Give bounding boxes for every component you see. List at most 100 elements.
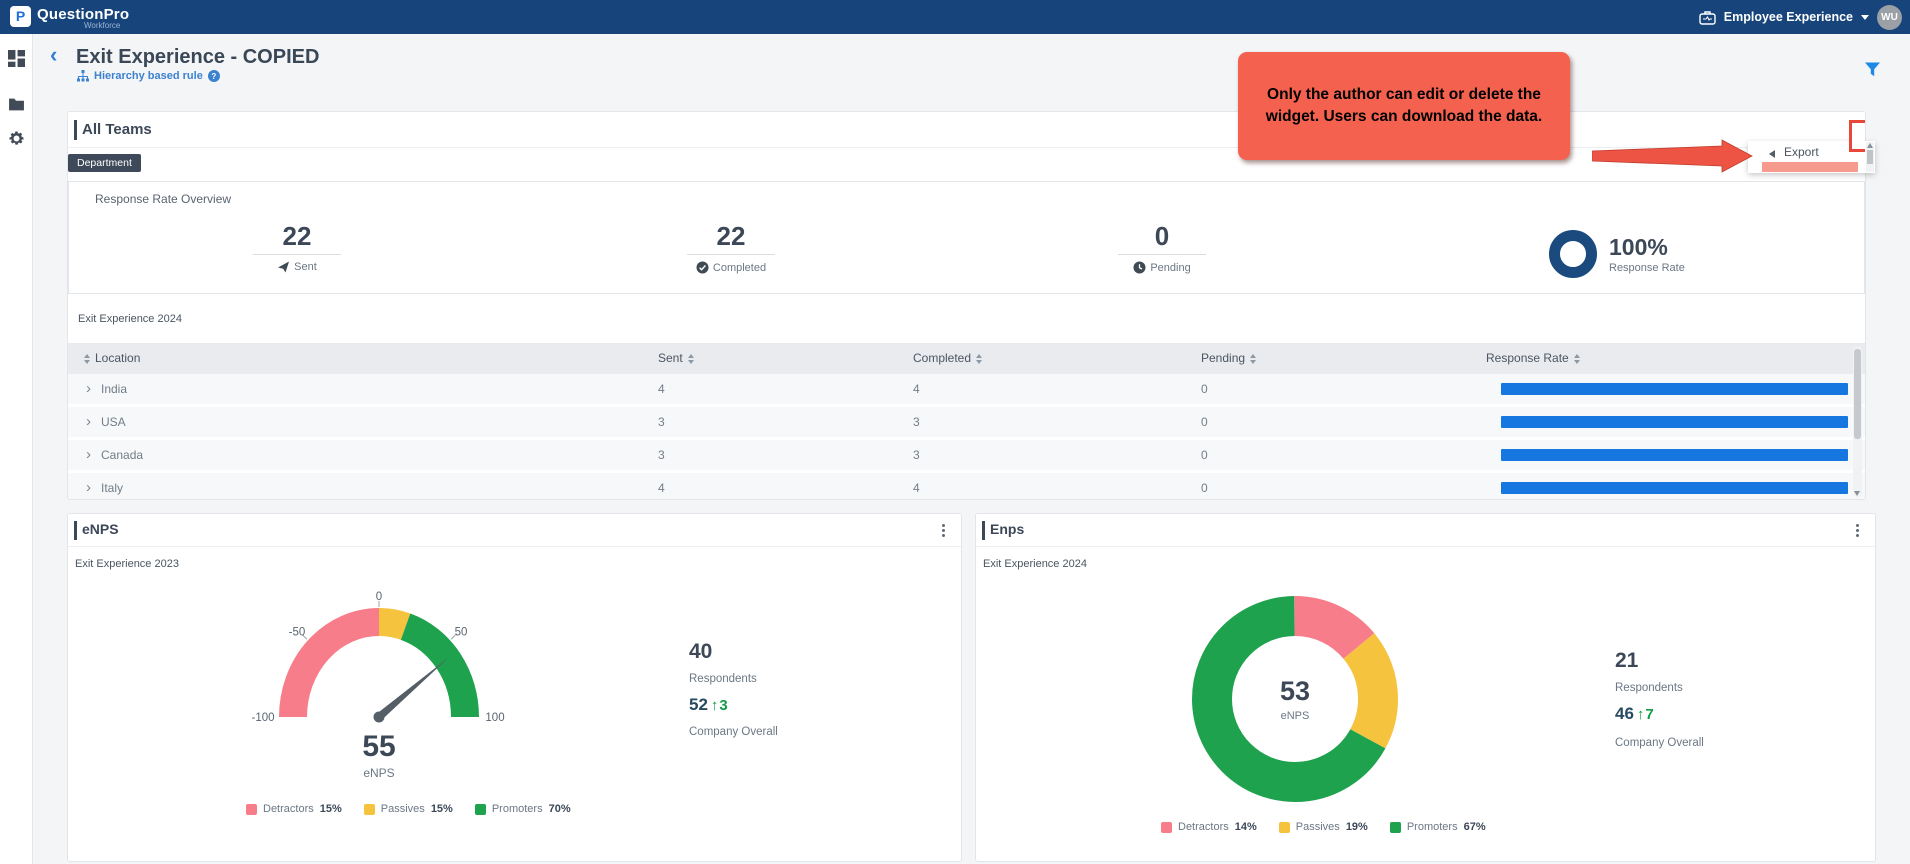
questionpro-logo-icon[interactable]: P (10, 6, 31, 27)
overview-title: Response Rate Overview (95, 192, 231, 206)
widget-menu-button[interactable] (935, 522, 951, 539)
expand-chevron-icon[interactable] (86, 407, 91, 437)
table-row[interactable]: USA 3 3 0 (68, 407, 1865, 440)
enps-donut-widget: Enps Exit Experience 2024 53 eNPS 21 Res… (975, 513, 1876, 862)
clock-icon (1133, 261, 1146, 274)
cell-sent: 4 (658, 473, 665, 500)
gauge-legend: Detractors 15% Passives 15% Promoters 70… (246, 803, 571, 815)
back-button[interactable]: ‹ (50, 44, 57, 66)
gauge-side-stats: 40 Respondents 52 3 Company Overall (689, 640, 778, 738)
cell-location: India (101, 374, 127, 404)
expand-chevron-icon[interactable] (86, 440, 91, 470)
response-rate-ring (1549, 230, 1597, 278)
widget-menu-button[interactable] (1849, 522, 1865, 539)
sort-icon[interactable] (1574, 354, 1580, 364)
stat-label: Sent (294, 261, 317, 273)
column-sent[interactable]: Sent (658, 343, 694, 374)
legend-item: Passives 15% (364, 803, 453, 815)
company-overall-value: 46 7 (1615, 704, 1704, 724)
legend-swatch (364, 804, 375, 815)
table-row[interactable]: Canada 3 3 0 (68, 440, 1865, 473)
briefcase-icon (1699, 10, 1716, 25)
filter-icon[interactable] (1864, 62, 1881, 77)
brand-subtitle: Workforce (84, 21, 120, 30)
cell-location: USA (101, 407, 126, 437)
expand-chevron-icon[interactable] (86, 374, 91, 404)
stat-label: Pending (1150, 262, 1190, 274)
help-icon[interactable]: ? (208, 70, 220, 82)
sort-icon[interactable] (84, 354, 90, 364)
accent-bar (74, 120, 77, 140)
cell-location: Canada (101, 440, 143, 470)
hierarchy-rule-link[interactable]: Hierarchy based rule ? (77, 70, 220, 82)
chevron-down-icon[interactable] (1861, 15, 1869, 20)
column-pending[interactable]: Pending (1201, 343, 1256, 374)
response-rate-bar (1501, 383, 1848, 395)
respondents-label: Respondents (1615, 682, 1704, 694)
paper-plane-icon (277, 261, 290, 273)
dropdown-scrollbar[interactable] (1866, 142, 1874, 172)
gauge-value: 55 (319, 730, 439, 764)
svg-text:-50: -50 (289, 626, 306, 638)
legend-item: Passives 19% (1279, 821, 1368, 833)
widget-title: Enps (990, 521, 1024, 537)
hierarchy-rule-label: Hierarchy based rule (94, 70, 203, 82)
legend-item: Promoters 70% (475, 803, 571, 815)
cell-completed: 4 (913, 473, 920, 500)
cell-completed: 3 (913, 440, 920, 470)
widget-title: All Teams (82, 121, 152, 138)
table-row[interactable]: Italy 4 4 0 (68, 473, 1865, 500)
widget-menu-button[interactable] (1858, 128, 1866, 145)
annotation-highlight-bar (1762, 162, 1858, 172)
sort-icon[interactable] (688, 354, 694, 364)
legend-swatch (1390, 822, 1401, 833)
column-response-rate[interactable]: Response Rate (1486, 343, 1580, 374)
enps-gauge-widget: eNPS Exit Experience 2023 -100-50050100 … (67, 513, 962, 862)
table-scrollbar[interactable] (1853, 347, 1862, 497)
sort-icon[interactable] (1250, 354, 1256, 364)
stat-pending: 0 Pending (1082, 222, 1242, 274)
accent-bar (74, 521, 77, 540)
annotation-arrow (1592, 139, 1756, 173)
page-title: Exit Experience - COPIED (76, 46, 319, 69)
column-completed[interactable]: Completed (913, 343, 982, 374)
widget-header: eNPS (68, 514, 961, 547)
respondents-value: 40 (689, 640, 778, 664)
response-rate-bar (1501, 449, 1848, 461)
dashboard-grid-icon[interactable] (8, 50, 25, 67)
table-row[interactable]: India 4 4 0 (68, 374, 1865, 407)
company-overall-value: 52 3 (689, 695, 778, 715)
stat-value: 22 (217, 222, 377, 250)
column-location[interactable]: Location (84, 343, 140, 374)
expand-chevron-icon[interactable] (86, 473, 91, 500)
survey-caption: Exit Experience 2024 (983, 558, 1087, 570)
scroll-down-icon[interactable] (1854, 491, 1860, 496)
up-arrow-delta: 7 (1634, 706, 1654, 723)
donut-legend: Detractors 14% Passives 19% Promoters 67… (1161, 821, 1486, 833)
legend-swatch (475, 804, 486, 815)
sort-icon[interactable] (976, 354, 982, 364)
cell-completed: 3 (913, 407, 920, 437)
stat-completed: 22 Completed (651, 222, 811, 274)
hierarchy-icon (77, 70, 89, 82)
gear-icon[interactable] (8, 130, 25, 147)
cell-sent: 4 (658, 374, 665, 404)
department-tag: Department (68, 154, 141, 172)
survey-caption: Exit Experience 2023 (75, 558, 179, 570)
workspace-selector[interactable]: Employee Experience (1724, 10, 1853, 24)
legend-swatch (246, 804, 257, 815)
response-rate-bar (1501, 482, 1848, 494)
scroll-up-icon[interactable] (1867, 143, 1873, 148)
export-menu-item[interactable]: Export (1784, 145, 1819, 159)
svg-text:-100: -100 (251, 712, 274, 724)
legend-swatch (1279, 822, 1290, 833)
folder-icon[interactable] (8, 96, 25, 113)
response-rate-label: Response Rate (1609, 262, 1685, 274)
gauge-value-label: eNPS (319, 766, 439, 780)
avatar[interactable]: WU (1877, 5, 1902, 30)
legend-swatch (1161, 822, 1172, 833)
annotation-highlight-box (1849, 120, 1866, 152)
respondents-label: Respondents (689, 673, 778, 685)
app-root: P QuestionPro Workforce Employee Experie… (0, 0, 1910, 864)
check-circle-icon (696, 261, 709, 274)
